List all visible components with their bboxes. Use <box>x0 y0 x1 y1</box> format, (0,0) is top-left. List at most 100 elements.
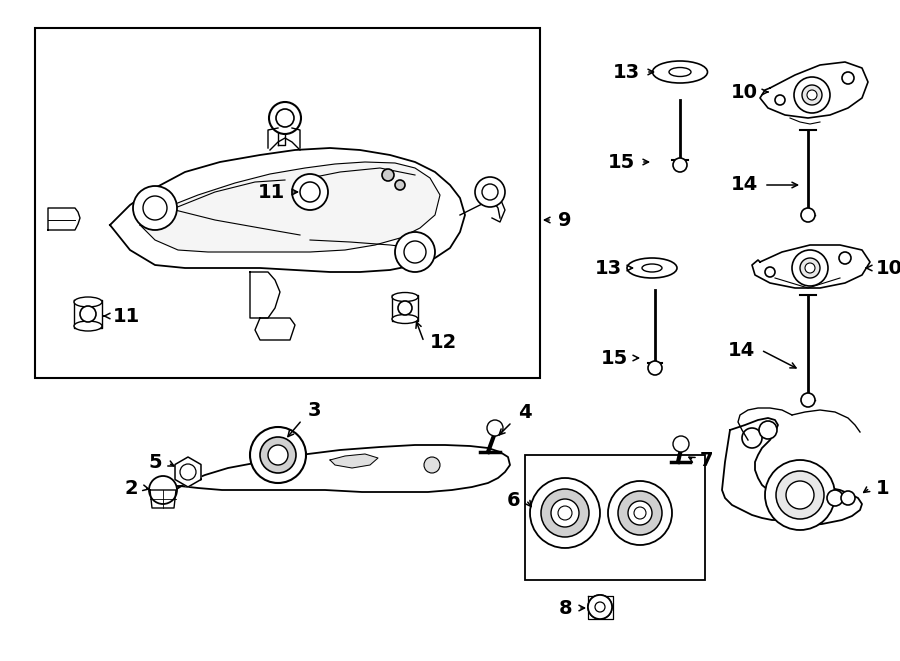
Polygon shape <box>392 295 418 321</box>
Polygon shape <box>760 62 868 118</box>
Circle shape <box>292 174 328 210</box>
Text: 2: 2 <box>124 479 138 498</box>
Circle shape <box>765 267 775 277</box>
Circle shape <box>794 77 830 113</box>
Circle shape <box>143 196 167 220</box>
Circle shape <box>300 182 320 202</box>
Ellipse shape <box>74 297 102 307</box>
Circle shape <box>395 180 405 190</box>
Circle shape <box>618 491 662 535</box>
Circle shape <box>588 595 612 619</box>
Circle shape <box>398 301 412 315</box>
Text: 15: 15 <box>601 348 628 368</box>
Text: 1: 1 <box>876 479 889 498</box>
Text: 7: 7 <box>700 451 714 469</box>
Polygon shape <box>250 272 280 318</box>
Circle shape <box>404 241 426 263</box>
Text: 4: 4 <box>518 403 532 422</box>
Ellipse shape <box>74 321 102 331</box>
Polygon shape <box>140 162 440 252</box>
Circle shape <box>827 490 843 506</box>
Circle shape <box>149 476 177 504</box>
Text: 11: 11 <box>257 182 285 202</box>
Bar <box>35 28 540 378</box>
Ellipse shape <box>642 264 662 272</box>
Text: 11: 11 <box>113 307 140 325</box>
Circle shape <box>792 250 828 286</box>
Circle shape <box>541 489 589 537</box>
Circle shape <box>80 306 96 322</box>
Ellipse shape <box>392 315 418 323</box>
Circle shape <box>269 102 301 134</box>
Circle shape <box>801 393 815 407</box>
Text: 10: 10 <box>731 83 758 102</box>
Circle shape <box>634 507 646 519</box>
Text: 13: 13 <box>613 63 640 81</box>
Polygon shape <box>752 245 870 288</box>
Circle shape <box>588 595 612 619</box>
Ellipse shape <box>652 61 707 83</box>
Text: 14: 14 <box>731 176 758 194</box>
Polygon shape <box>74 300 102 328</box>
Polygon shape <box>175 457 201 487</box>
Circle shape <box>759 421 777 439</box>
Circle shape <box>805 263 815 273</box>
Text: 3: 3 <box>308 401 321 420</box>
Polygon shape <box>255 318 295 340</box>
Circle shape <box>551 499 579 527</box>
Polygon shape <box>168 445 510 492</box>
Circle shape <box>595 602 605 612</box>
Text: 12: 12 <box>430 332 457 352</box>
Circle shape <box>775 95 785 105</box>
Polygon shape <box>588 596 613 619</box>
Circle shape <box>842 72 854 84</box>
Polygon shape <box>330 454 378 468</box>
Circle shape <box>475 177 505 207</box>
Circle shape <box>382 169 394 181</box>
Circle shape <box>268 445 288 465</box>
Circle shape <box>765 460 835 530</box>
Circle shape <box>776 471 824 519</box>
Ellipse shape <box>392 293 418 301</box>
Circle shape <box>742 428 762 448</box>
Circle shape <box>628 501 652 525</box>
Circle shape <box>133 186 177 230</box>
Ellipse shape <box>627 258 677 278</box>
Text: 5: 5 <box>148 453 162 473</box>
Circle shape <box>276 109 294 127</box>
Text: 13: 13 <box>595 258 622 278</box>
Circle shape <box>395 232 435 272</box>
Polygon shape <box>48 208 80 230</box>
Circle shape <box>487 420 503 436</box>
Circle shape <box>673 436 689 452</box>
Circle shape <box>530 478 600 548</box>
Ellipse shape <box>669 67 691 77</box>
Circle shape <box>558 506 572 520</box>
Text: 8: 8 <box>558 598 572 617</box>
Text: 10: 10 <box>876 258 900 278</box>
Text: 15: 15 <box>608 153 635 171</box>
Circle shape <box>648 361 662 375</box>
Circle shape <box>260 437 296 473</box>
Circle shape <box>424 457 440 473</box>
Bar <box>525 455 705 580</box>
Circle shape <box>807 90 817 100</box>
Polygon shape <box>110 148 465 272</box>
Circle shape <box>802 85 822 105</box>
Text: 14: 14 <box>728 340 755 360</box>
Text: 6: 6 <box>507 490 520 510</box>
Circle shape <box>608 481 672 545</box>
Circle shape <box>786 481 814 509</box>
Circle shape <box>673 158 687 172</box>
Circle shape <box>180 464 196 480</box>
Circle shape <box>482 184 498 200</box>
Polygon shape <box>722 418 862 525</box>
Circle shape <box>250 427 306 483</box>
Circle shape <box>594 601 606 613</box>
Circle shape <box>800 258 820 278</box>
Circle shape <box>801 208 815 222</box>
Polygon shape <box>150 490 176 508</box>
Circle shape <box>841 491 855 505</box>
Text: 9: 9 <box>558 210 572 229</box>
Circle shape <box>839 252 851 264</box>
